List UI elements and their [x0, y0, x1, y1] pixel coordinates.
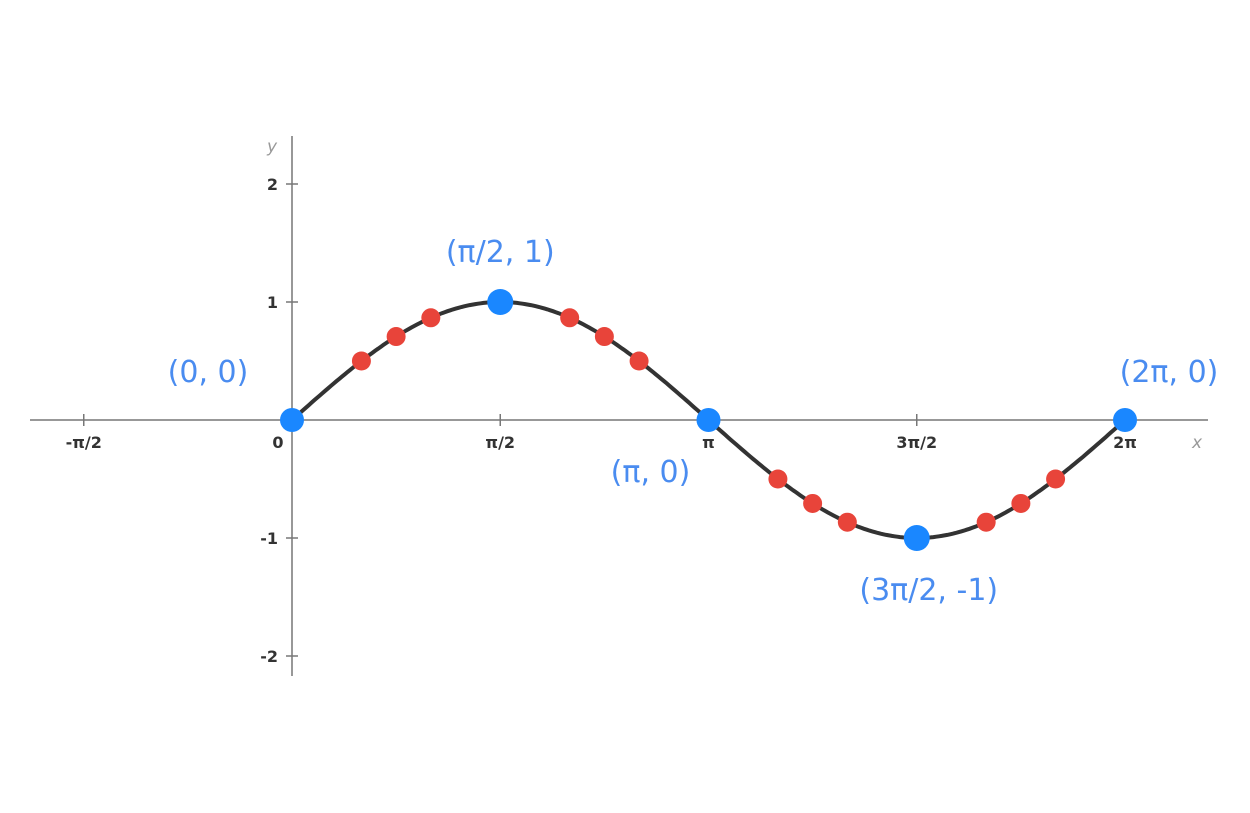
- x-tick-label: 2π: [1113, 433, 1137, 452]
- intermediate-point: [976, 512, 996, 532]
- intermediate-point: [629, 351, 649, 371]
- key-point-label: (3π/2, -1): [859, 573, 998, 608]
- x-tick-label: π/2: [485, 433, 515, 452]
- y-tick-label: -2: [260, 647, 278, 666]
- y-tick-label: 1: [267, 293, 278, 312]
- key-point: [1113, 408, 1138, 432]
- y-tick-label: -1: [260, 529, 278, 548]
- key-point: [487, 289, 514, 315]
- intermediate-point: [421, 308, 441, 328]
- key-point-label: (2π, 0): [1120, 355, 1219, 390]
- key-point-label: (0, 0): [168, 355, 249, 390]
- x-tick-label: π: [702, 433, 715, 452]
- key-point: [903, 525, 930, 551]
- intermediate-point: [1046, 469, 1066, 489]
- intermediate-point: [768, 469, 788, 489]
- y-axis-label: y: [266, 137, 278, 157]
- intermediate-point: [386, 327, 406, 347]
- intermediate-point: [803, 493, 823, 513]
- intermediate-point: [351, 351, 371, 371]
- y-tick-label: 2: [267, 175, 278, 194]
- x-tick-label: 0: [272, 433, 283, 452]
- intermediate-point: [837, 512, 857, 532]
- x-tick-label: -π/2: [66, 433, 102, 452]
- key-point: [696, 408, 721, 432]
- key-point-label: (π/2, 1): [446, 235, 555, 270]
- key-point: [280, 408, 304, 432]
- x-tick-label: 3π/2: [896, 433, 937, 452]
- x-axis-label: x: [1191, 433, 1203, 453]
- intermediate-point: [1011, 493, 1031, 513]
- intermediate-point: [560, 308, 580, 328]
- intermediate-point: [594, 327, 614, 347]
- key-point-label: (π, 0): [611, 455, 691, 490]
